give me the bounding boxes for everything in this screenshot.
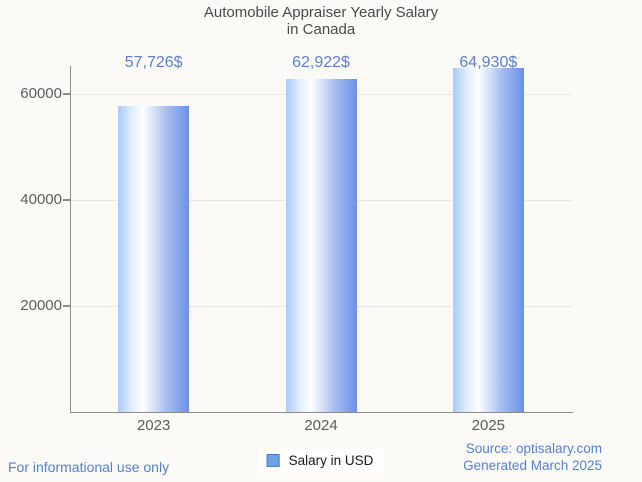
legend: Salary in USD [258,449,384,473]
bar-2025 [452,67,524,412]
source-text: Source: optisalary.com [465,441,602,456]
x-tick-label-2023: 2023 [136,417,171,434]
x-tick-label-2024: 2024 [304,417,338,434]
chart-title-line2: in Canada [286,21,356,38]
value-label-2023: 57,726$ [124,54,183,71]
y-tickmark-20000 [63,305,71,307]
y-tick-label-20000: 20000 [20,297,62,314]
y-axis-line [70,66,71,413]
bar-2023 [118,106,190,412]
generated-text: Generated March 2025 [463,458,602,473]
x-tick-label-2025: 2025 [471,417,506,434]
disclaimer-text: For informational use only [8,459,170,475]
source-block: Source: optisalary.com Generated March 2… [463,440,602,474]
chart-title: Automobile Appraiser Yearly Salary in Ca… [0,4,642,38]
x-axis-line [70,412,573,413]
value-label-2025: 64,930$ [459,54,518,71]
chart-title-line1: Automobile Appraiser Yearly Salary [203,4,439,21]
y-tickmark-40000 [63,199,71,201]
bar-2024 [285,78,357,412]
legend-label: Salary in USD [288,453,374,468]
y-tick-label-60000: 60000 [20,85,62,102]
value-label-2024: 62,922$ [292,54,350,71]
y-tickmark-60000 [63,93,71,95]
legend-swatch-icon [266,454,280,467]
y-tick-label-40000: 40000 [20,191,62,208]
